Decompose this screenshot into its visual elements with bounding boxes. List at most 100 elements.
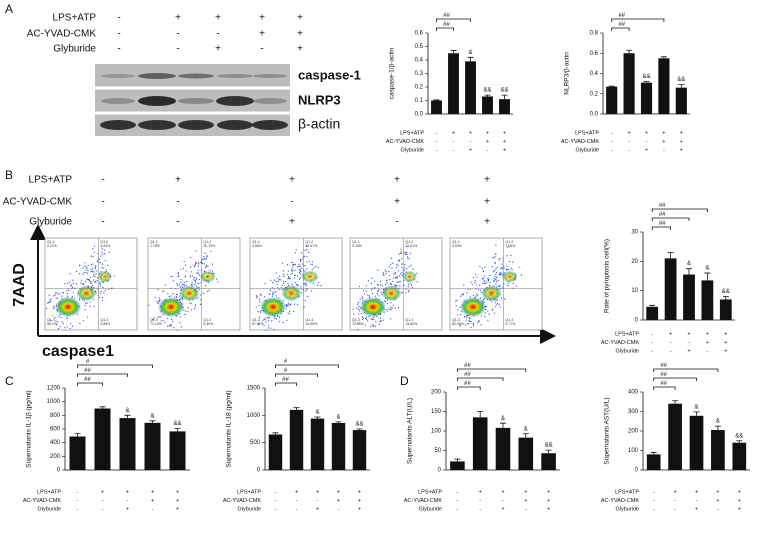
flow-dot [375,320,377,323]
condition-sign: + [695,489,698,495]
flow-dot [405,253,407,255]
flow-dot [148,304,150,306]
bracket [77,373,128,377]
flow-dot [282,270,285,272]
bar [646,306,659,320]
flow-dot [484,316,486,318]
flow-dot [498,274,501,276]
flow-dot [93,298,95,301]
flow-dot [307,295,309,298]
flow-dot [476,276,478,278]
condition-sign: - [456,489,458,495]
bracket [611,27,630,31]
flow-dot [352,308,354,310]
flow-dot [496,266,499,268]
bracket [651,226,671,230]
flow-dot [175,293,177,295]
flow-dot [500,266,502,269]
condition-sign: + [645,130,648,136]
flow-dot [298,278,301,280]
flow-dot [281,288,283,290]
flow-dot [469,320,471,323]
flow-dot [205,258,207,260]
flow-dot [390,283,392,285]
flow-dot [195,250,197,252]
flow-dot [57,293,59,295]
flow-dot [492,309,494,311]
flow-dot [217,281,219,283]
flow-dot [80,282,82,284]
flow-dot [491,266,493,268]
flow-dot [195,279,197,281]
bracket [651,208,708,212]
error-bar [672,400,679,404]
flow-dot [267,320,269,322]
flow-dot [394,307,396,309]
flow-dot [507,285,509,287]
flow-dot [468,319,470,321]
flow-dot [287,302,289,304]
flow-dot [307,251,310,253]
flow-dot [189,256,192,259]
flow-dot [298,266,300,268]
flow-dot [289,278,291,280]
y-tick-label: 0.0 [590,112,599,118]
flow-dot [506,269,508,271]
bar [331,422,346,470]
condition-label: LPS+ATP [400,130,424,136]
flow-dot [179,322,181,324]
flow-dot [96,277,99,279]
condition-sign: - [696,498,698,504]
flow-dot [170,275,172,278]
bar [646,454,661,470]
flow-dot [277,287,279,289]
flow-dot [99,293,101,295]
flow-dot [361,297,363,299]
condition-sign: + [547,489,550,495]
condition-sign: + [126,506,129,512]
y-tick-label: 0 [257,468,261,474]
flow-dot [85,266,88,268]
flow-dot [373,319,375,321]
flow-dot [108,251,110,254]
blot-label: caspase-1 [298,67,361,82]
bar [689,415,704,470]
flow-dot [208,289,210,291]
flow-dot [493,312,495,314]
flow-dot [495,253,497,255]
flow-dot [372,325,374,328]
bracket-label: ## [464,372,471,378]
flow-dot [290,274,292,276]
flow-dot [170,325,172,327]
condition-sign: - [290,197,293,208]
flow-dot [93,245,95,247]
condition-sign: + [151,489,154,495]
y-tick-label: 200 [628,429,639,435]
flow-dot [398,253,400,255]
flow-dot [196,272,198,274]
condition-sign: + [486,130,489,136]
flow-dot [480,289,482,291]
flow-dot [187,307,189,309]
flow-dot [286,274,289,276]
flow-dot [476,284,478,286]
flow-dot [191,283,193,286]
flow-dot [300,267,303,269]
flow-dot [66,293,68,295]
flow-dot [382,319,385,321]
flow-dot [301,252,303,254]
flow-dot [359,310,361,312]
condition-sign: - [456,506,458,512]
flow-dot [199,261,201,264]
condition-sign: + [358,489,361,495]
flow-dot [379,284,382,286]
significance-mark: & [694,404,698,410]
quadrant-name: Q1-1 [47,240,55,244]
condition-sign: - [117,13,120,24]
flow-dot [85,280,87,283]
flow-dot [499,272,501,274]
quadrant-percent: 95.1% [47,322,57,326]
condition-sign: - [611,147,613,153]
flow-dot [160,316,162,318]
flow-dot [399,281,401,283]
